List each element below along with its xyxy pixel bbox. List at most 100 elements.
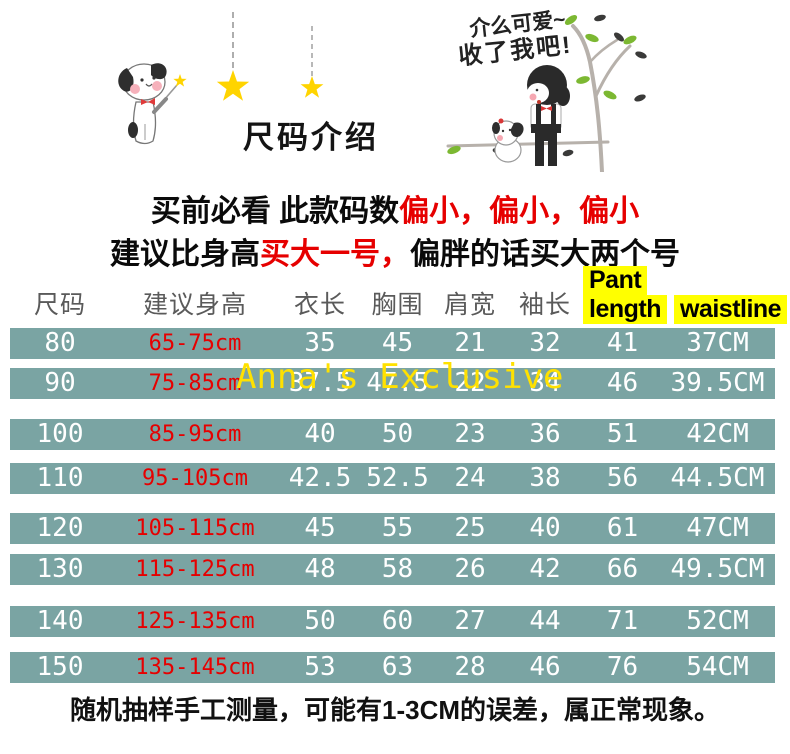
girl-and-tree-illustration: [446, 14, 647, 172]
notice-line-2-black-a: 建议比身高: [110, 238, 260, 271]
cell-shoulder: 22: [454, 368, 486, 398]
cell-chest: 45: [381, 328, 414, 358]
cell-pant: 76: [606, 652, 639, 682]
hanging-star-small-icon: [300, 26, 324, 98]
table-row: 80 65-75cm 35 45 21 32 41 37CM: [10, 328, 775, 359]
notice-line-1: 买前必看 此款码数偏小，偏小，偏小: [0, 186, 790, 230]
cell-chest: 60: [381, 606, 414, 636]
table-header-row: 尺码 建议身高 衣长 胸围 肩宽 袖长 Pant length waistlin…: [10, 266, 788, 326]
notice-line-2-black-b: 偏胖的话买大两个号: [410, 238, 680, 271]
pant-label-line-1: Pant: [583, 266, 648, 295]
cell-sleeve: 40: [529, 513, 561, 543]
cell-length: 35: [304, 328, 336, 358]
cell-length: 48: [304, 554, 336, 584]
cell-shoulder: 24: [454, 463, 486, 493]
cell-shoulder: 27: [454, 606, 486, 636]
cell-chest: 55: [381, 513, 414, 543]
col-header-pant-length: Pant length: [583, 266, 667, 326]
cell-sleeve: 44: [529, 606, 561, 636]
notice-line-2: 建议比身高买大一号，偏胖的话买大两个号: [0, 229, 790, 273]
cell-sleeve: 46: [529, 652, 561, 682]
table-row: 130 115-125cm 48 58 26 42 66 49.5CM: [10, 554, 775, 585]
cell-length: 53: [304, 652, 336, 682]
cell-sleeve: 34: [529, 368, 561, 398]
cell-chest: 52.5: [366, 463, 429, 493]
cell-size: 110: [36, 463, 84, 493]
cell-chest: 58: [381, 554, 414, 584]
col-header-sleeve: 袖长: [518, 291, 571, 319]
notice-line-1-black: 买前必看 此款码数: [150, 195, 400, 228]
notice-line-2-red: 买大一号，: [260, 238, 410, 271]
col-header-height: 建议身高: [142, 291, 247, 319]
cell-size: 100: [36, 419, 84, 449]
cell-shoulder: 23: [454, 419, 486, 449]
col-header-chest: 胸围: [371, 291, 424, 319]
cell-size: 130: [36, 554, 84, 584]
table-row: 110 95-105cm 42.5 52.5 24 38 56 44.5CM: [10, 463, 775, 494]
cell-height: 135-145cm: [135, 655, 255, 680]
cell-sleeve: 42: [529, 554, 561, 584]
table-row: 100 85-95cm 40 50 23 36 51 42CM: [10, 419, 775, 450]
cell-height: 125-135cm: [135, 609, 255, 634]
cell-length: 42.5: [288, 463, 352, 493]
cell-waist: 42CM: [686, 419, 749, 449]
cell-size: 140: [36, 606, 84, 636]
cell-pant: 66: [606, 554, 639, 584]
cell-pant: 41: [606, 328, 639, 358]
col-header-length: 衣长: [293, 291, 346, 319]
cell-size: 80: [44, 328, 76, 358]
cell-size: 90: [44, 368, 76, 398]
cell-pant: 56: [606, 463, 639, 493]
cell-shoulder: 28: [454, 652, 486, 682]
notice-line-1-red: 偏小，偏小，偏小: [399, 195, 640, 228]
cell-waist: 52CM: [686, 606, 749, 636]
cell-height: 75-85cm: [148, 371, 242, 396]
cell-height: 65-75cm: [148, 331, 242, 356]
cell-waist: 54CM: [686, 652, 749, 682]
puppy-wand-illustration: [118, 63, 187, 145]
cell-size: 120: [36, 513, 84, 543]
cell-height: 95-105cm: [142, 466, 248, 491]
col-header-waistline: waistline: [660, 295, 788, 326]
cell-height: 105-115cm: [135, 516, 255, 541]
hanging-star-icon: [216, 12, 250, 101]
cell-sleeve: 38: [529, 463, 561, 493]
cell-shoulder: 25: [454, 513, 486, 543]
cell-height: 115-125cm: [135, 557, 255, 582]
cell-waist: 39.5CM: [670, 368, 765, 398]
cell-height: 85-95cm: [148, 422, 242, 447]
cell-length: 37.5: [288, 368, 352, 398]
table-row: 140 125-135cm 50 60 27 44 71 52CM: [10, 606, 775, 637]
table-row: 120 105-115cm 45 55 25 40 61 47CM: [10, 513, 775, 544]
cell-chest: 63: [381, 652, 414, 682]
cell-chest: 47.5: [366, 368, 429, 398]
cell-size: 150: [36, 652, 84, 682]
cell-waist: 47CM: [686, 513, 749, 543]
cell-pant: 61: [606, 513, 639, 543]
cell-length: 45: [304, 513, 336, 543]
cell-length: 40: [304, 419, 336, 449]
page-title: 尺码介绍: [243, 120, 379, 155]
cell-shoulder: 26: [454, 554, 486, 584]
measurement-note: 随机抽样手工测量，可能有1-3CM的误差，属正常现象。: [69, 695, 720, 725]
cell-sleeve: 32: [529, 328, 561, 358]
cell-sleeve: 36: [529, 419, 561, 449]
col-header-size: 尺码: [33, 291, 86, 319]
wand-star-icon: [173, 74, 187, 87]
cell-waist: 49.5CM: [670, 554, 765, 584]
pant-label-line-2: length: [583, 295, 667, 324]
cell-chest: 50: [381, 419, 414, 449]
cell-waist: 44.5CM: [670, 463, 765, 493]
cell-pant: 51: [606, 419, 639, 449]
cell-pant: 71: [606, 606, 639, 636]
cell-shoulder: 21: [454, 328, 486, 358]
col-header-shoulder: 肩宽: [443, 291, 496, 319]
waistline-label: waistline: [674, 295, 788, 324]
cell-pant: 46: [606, 368, 639, 398]
table-row: 90 75-85cm 37.5 47.5 22 34 46 39.5CM: [10, 368, 775, 399]
table-row: 150 135-145cm 53 63 28 46 76 54CM: [10, 652, 775, 683]
watermark: Anna's Exclusive: [236, 357, 564, 397]
cell-waist: 37CM: [686, 328, 749, 358]
cell-length: 50: [304, 606, 336, 636]
